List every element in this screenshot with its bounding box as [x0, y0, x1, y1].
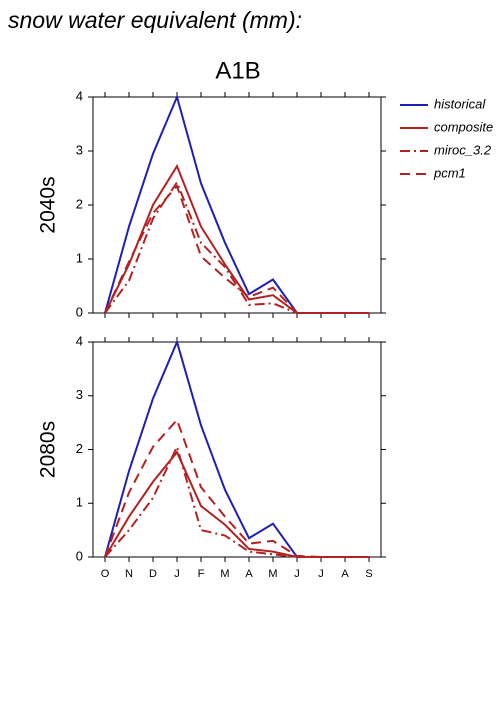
y-axis-label: 2080s: [37, 421, 60, 478]
y-tick-label: 2: [76, 441, 83, 456]
x-tick-label: N: [125, 568, 133, 580]
x-tick-label: A: [341, 568, 349, 580]
legend-label: historical: [434, 96, 486, 111]
series-line: [104, 184, 369, 314]
y-tick-label: 4: [76, 88, 83, 103]
y-tick-label: 3: [76, 387, 83, 402]
series-line: [104, 180, 369, 314]
chart-title: snow water equivalent (mm):: [8, 7, 302, 33]
y-tick-label: 1: [76, 250, 83, 265]
x-tick-label: J: [318, 568, 324, 580]
x-tick-label: M: [220, 568, 229, 580]
legend-label: miroc_3.2: [434, 142, 492, 157]
legend-label: composite: [434, 119, 493, 134]
y-axis-label: 2040s: [37, 176, 60, 233]
y-tick-label: 0: [76, 548, 83, 563]
x-tick-label: J: [174, 568, 180, 580]
x-tick-label: J: [294, 568, 300, 580]
chart-subtitle: A1B: [215, 57, 260, 84]
x-tick-label: O: [101, 568, 110, 580]
x-tick-label: S: [365, 568, 372, 580]
y-tick-label: 4: [76, 333, 83, 348]
y-tick-label: 2: [76, 196, 83, 211]
series-line: [104, 443, 369, 558]
y-tick-label: 1: [76, 495, 83, 510]
legend-label: pcm1: [433, 165, 466, 180]
y-tick-label: 3: [76, 142, 83, 157]
x-tick-label: M: [268, 568, 277, 580]
x-tick-label: F: [198, 568, 205, 580]
y-tick-label: 0: [76, 304, 83, 319]
x-tick-label: D: [149, 568, 157, 580]
x-tick-label: A: [245, 568, 253, 580]
